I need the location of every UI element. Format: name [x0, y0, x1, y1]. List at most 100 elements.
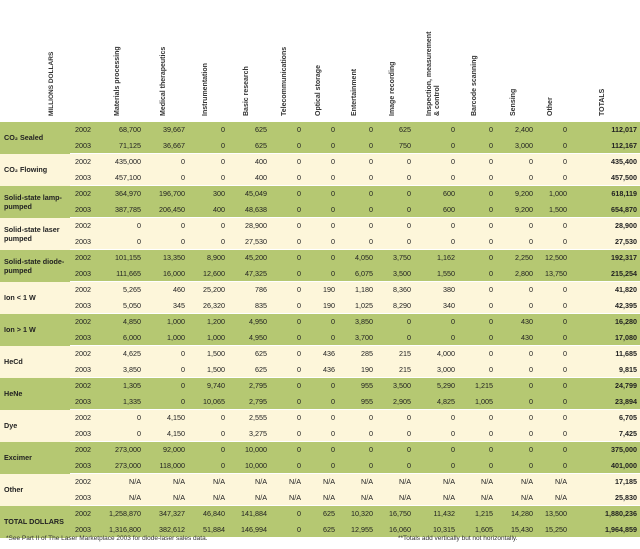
table-row: Solid-state diode-pumped 2002 101,155 13,35… — [0, 249, 640, 282]
value-cell: 273,000 — [96, 441, 144, 458]
row-label: Other — [0, 473, 70, 506]
value-cell: 0 — [496, 361, 536, 378]
value-cell: 0 — [414, 457, 458, 474]
value-cell: 9,200 — [496, 201, 536, 218]
value-cell: 0 — [188, 425, 228, 442]
value-cell: 3,000 — [414, 361, 458, 378]
value-cell: 1,316,800 — [96, 521, 144, 538]
value-cell: 15,430 — [496, 521, 536, 538]
value-cell: N/A — [496, 473, 536, 490]
year-cell: 2002 — [70, 281, 96, 298]
column-header-image: Image recording — [389, 62, 397, 116]
value-cell: 435,000 — [96, 153, 144, 170]
value-cell: 0 — [496, 217, 536, 234]
total-cell: 41,820 — [570, 281, 640, 298]
value-cell: 0 — [414, 169, 458, 186]
column-header-line: Other — [547, 97, 554, 116]
value-cell: 0 — [270, 265, 304, 282]
year-cell: 2002 — [70, 377, 96, 394]
year-cell: 2002 — [70, 409, 96, 426]
total-cell: 17,080 — [570, 329, 640, 346]
corner-label: MILLIONS DOLLARS — [48, 51, 55, 116]
value-cell: 1,215 — [458, 377, 496, 394]
table-row: 2003 111,665 16,000 12,600 47,325 0 0 6,075 3,50… — [0, 265, 640, 282]
value-cell: 600 — [414, 185, 458, 202]
value-cell: N/A — [96, 473, 144, 490]
value-cell: 835 — [228, 297, 270, 314]
value-cell: 0 — [304, 329, 338, 346]
column-header-inspection: Inspection, measurement & control — [426, 32, 442, 116]
total-cell: 618,119 — [570, 185, 640, 202]
table-row: 2003 1,335 0 10,065 2,795 0 0 955 2,905 4,825 1,00… — [0, 393, 640, 410]
value-cell: 0 — [144, 217, 188, 234]
value-cell: 10,000 — [228, 457, 270, 474]
value-cell: 0 — [270, 313, 304, 330]
value-cell: 4,000 — [414, 345, 458, 362]
value-cell: 0 — [188, 153, 228, 170]
value-cell: 28,900 — [228, 217, 270, 234]
column-header-line: Instrumentation — [202, 63, 209, 116]
value-cell: 15,250 — [536, 521, 570, 538]
value-cell: 11,432 — [414, 505, 458, 522]
row-label: HeCd — [0, 345, 70, 378]
total-cell: 11,685 — [570, 345, 640, 362]
column-header-line: Optical storage — [315, 65, 322, 116]
total-cell: 654,870 — [570, 201, 640, 218]
value-cell: 0 — [304, 425, 338, 442]
value-cell: 27,530 — [228, 233, 270, 250]
year-cell: 2003 — [70, 489, 96, 506]
table-row: 2003 6,000 1,000 1,000 4,950 0 0 3,700 0 0 0 430 0 17… — [0, 329, 640, 346]
value-cell: 0 — [144, 233, 188, 250]
total-cell: 1,880,236 — [570, 505, 640, 522]
value-cell: 0 — [376, 233, 414, 250]
value-cell: 0 — [414, 409, 458, 426]
total-cell: 9,815 — [570, 361, 640, 378]
value-cell: 36,667 — [144, 137, 188, 154]
value-cell: 0 — [304, 233, 338, 250]
value-cell: 1,215 — [458, 505, 496, 522]
value-cell: 4,950 — [228, 313, 270, 330]
table-row: CO₂ Sealed 2002 68,700 39,667 0 625 0 0 0 625 0 0 2,… — [0, 122, 640, 154]
year-cell: 2003 — [70, 265, 96, 282]
value-cell: 0 — [458, 137, 496, 154]
value-cell: 300 — [188, 185, 228, 202]
value-cell: 0 — [144, 169, 188, 186]
value-cell: N/A — [144, 473, 188, 490]
value-cell: 0 — [304, 169, 338, 186]
value-cell: 0 — [536, 297, 570, 314]
value-cell: 1,025 — [338, 297, 376, 314]
value-cell: 625 — [228, 122, 270, 138]
row-label: Dye — [0, 409, 70, 442]
value-cell: 347,327 — [144, 505, 188, 522]
value-cell: 13,750 — [536, 265, 570, 282]
year-cell: 2002 — [70, 345, 96, 362]
year-cell: 2002 — [70, 505, 96, 522]
value-cell: 0 — [304, 265, 338, 282]
value-cell: 190 — [304, 281, 338, 298]
value-cell: N/A — [228, 473, 270, 490]
table-row: Ion > 1 W 2002 4,850 1,000 1,200 4,950 0 0 3,850… — [0, 313, 640, 346]
value-cell: 0 — [458, 122, 496, 138]
value-cell: 0 — [270, 201, 304, 218]
value-cell: 10,320 — [338, 505, 376, 522]
value-cell: 0 — [144, 377, 188, 394]
value-cell: 0 — [338, 169, 376, 186]
year-cell: 2003 — [70, 425, 96, 442]
table-row: HeNe 2002 1,305 0 9,740 2,795 0 0 955 3,500 5,290 1… — [0, 377, 640, 410]
column-header-medical: Medical therapeutics — [160, 47, 168, 116]
table-row: Ion < 1 W 2002 5,265 460 25,200 786 0 190 1,180 8… — [0, 281, 640, 314]
value-cell: N/A — [96, 489, 144, 506]
column-header-line: Basic research — [243, 66, 250, 116]
value-cell: 1,605 — [458, 521, 496, 538]
total-cell: 42,395 — [570, 297, 640, 314]
value-cell: 9,200 — [496, 185, 536, 202]
column-header-other: Other — [547, 97, 555, 116]
value-cell: 0 — [270, 153, 304, 170]
value-cell: 0 — [376, 425, 414, 442]
value-cell: 0 — [536, 393, 570, 410]
value-cell: 0 — [376, 201, 414, 218]
value-cell: 3,000 — [496, 137, 536, 154]
value-cell: 0 — [458, 249, 496, 266]
value-cell: 4,150 — [144, 425, 188, 442]
value-cell: N/A — [144, 489, 188, 506]
